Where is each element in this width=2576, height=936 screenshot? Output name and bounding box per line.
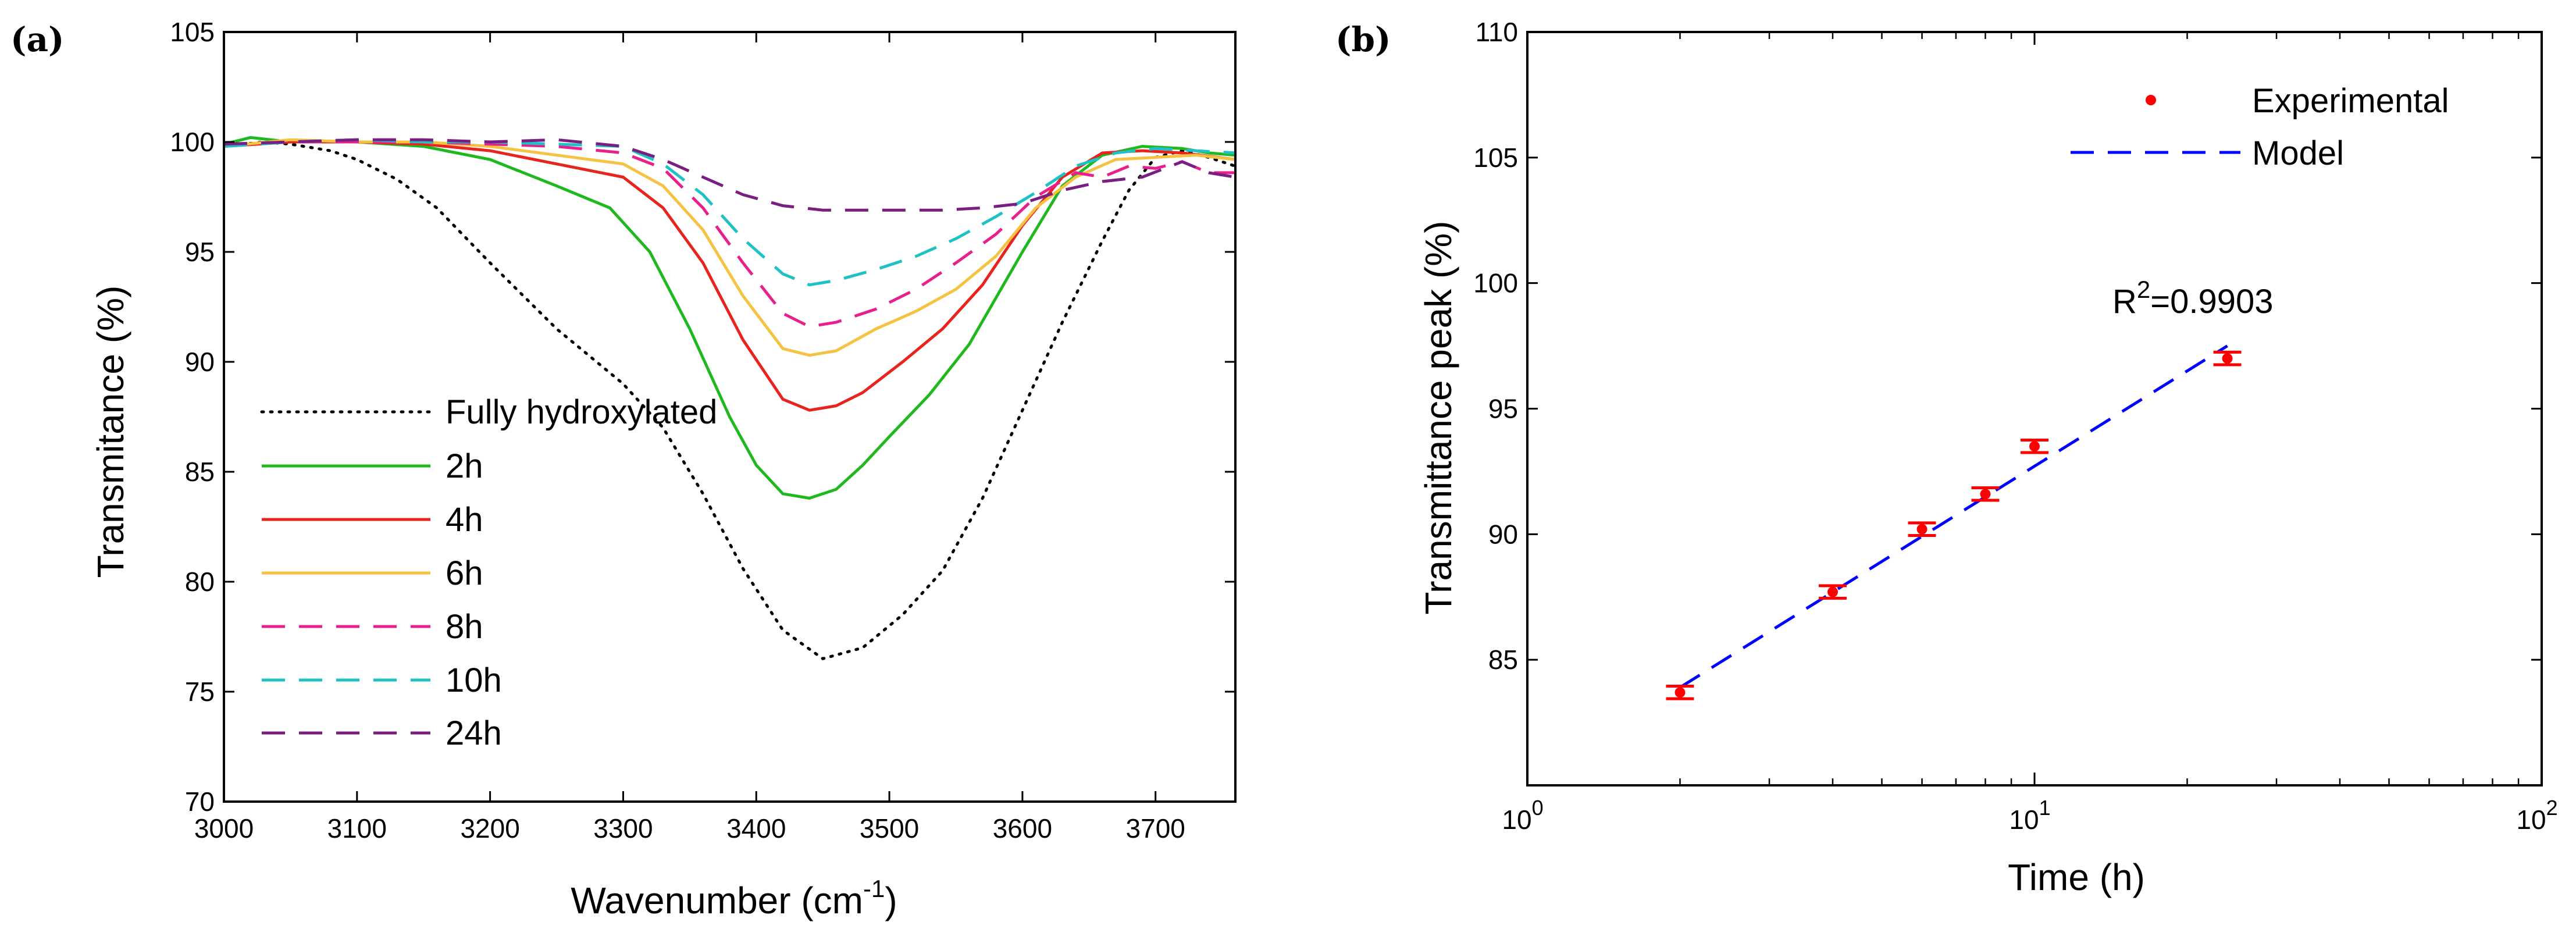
- y-tick-label: 85: [185, 457, 215, 487]
- panel-b-y-ticks: 85 90 95 100 105 110: [1473, 17, 2542, 675]
- r-squared-text: R2=0.9903: [2112, 276, 2274, 321]
- data-marker: [1674, 687, 1686, 698]
- panel-b-plot-area: [1526, 31, 2543, 786]
- y-tick-label: 105: [1473, 143, 1518, 173]
- panel-a-y-ticks: 70 75 80 85 90 95 100 105: [170, 17, 1235, 817]
- panel-a-legend: Fully hydroxylated 2h 4h 6h 8h 10h 24h: [260, 393, 717, 752]
- panel-b-label: (b): [1335, 20, 1391, 59]
- series-line-8h: [224, 140, 1235, 329]
- y-tick-label: 95: [1488, 394, 1518, 424]
- panel-a-x-ticks: 3000 3100 3200 3300 3400 3500 3600 3700: [194, 32, 1185, 844]
- x-tick-label: 3600: [993, 813, 1052, 844]
- y-tick-label: 100: [170, 127, 215, 157]
- y-tick-label: 90: [185, 347, 215, 377]
- y-tick-label: 110: [1476, 17, 1518, 47]
- y-tick-label: 105: [170, 17, 215, 47]
- legend-marker-experimental: [2146, 95, 2156, 105]
- y-tick-label: 95: [185, 237, 215, 267]
- panel-a-y-axis-label: Transmitance (%): [90, 286, 131, 578]
- series-line-fully-hydroxylated: [224, 140, 1235, 661]
- x-tick-label: 101: [2009, 796, 2050, 835]
- panel-b-x-ticks: 100 101 102: [1502, 32, 2558, 835]
- panel-a-label: (a): [10, 20, 64, 59]
- panel-a-xlabel-main: Wavenumber (cm: [571, 880, 863, 921]
- panel-a-x-axis-label: Wavenumber (cm-1): [571, 875, 897, 921]
- series-line-4h: [224, 140, 1235, 412]
- legend-label: 6h: [446, 554, 483, 592]
- panel-a-xlabel-sup: -1: [863, 875, 885, 902]
- legend-label: 2h: [446, 447, 483, 485]
- x-tick-label: 3100: [327, 813, 387, 844]
- panel-b-transmittance-peak: (b) 100 101 102 85 90 95 100 105 110 Time (h) T…: [1335, 17, 2558, 898]
- data-marker: [2222, 353, 2233, 364]
- panel-a-plot-area: [223, 31, 1237, 803]
- data-point: [2021, 438, 2048, 454]
- series-line-2h: [224, 136, 1235, 500]
- x-tick-label: 3000: [194, 813, 254, 844]
- data-marker: [1980, 489, 1991, 500]
- legend-label: 8h: [446, 608, 483, 646]
- panel-b-legend: Experimental Model: [2071, 82, 2449, 172]
- y-tick-label: 100: [1473, 268, 1518, 298]
- x-tick-label: 3300: [593, 813, 653, 844]
- panel-b-x-axis-label: Time (h): [2008, 856, 2145, 898]
- x-tick-label: 100: [1502, 796, 1543, 835]
- panel-b-r-squared-annotation: R2=0.9903: [2112, 276, 2274, 321]
- data-point: [1666, 684, 1694, 700]
- x-tick-label: 3700: [1126, 813, 1185, 844]
- series-line-10h: [224, 138, 1235, 287]
- y-tick-label: 90: [1488, 519, 1518, 549]
- panel-a-xlabel-end: ): [885, 880, 897, 921]
- data-marker: [2029, 441, 2040, 452]
- model-fit-line: [1679, 344, 2228, 689]
- legend-label: 4h: [446, 501, 483, 539]
- data-point: [2213, 350, 2242, 366]
- data-point: [1908, 521, 1936, 537]
- legend-label: Fully hydroxylated: [446, 393, 717, 431]
- x-tick-label: 3200: [460, 813, 519, 844]
- panel-b-y-axis-label: Transmittance peak (%): [1417, 221, 1459, 615]
- y-tick-label: 80: [185, 567, 215, 597]
- panel-a-axes-box: [223, 31, 1237, 803]
- x-tick-label: 3500: [860, 813, 919, 844]
- legend-label: 10h: [446, 661, 502, 699]
- data-marker: [1827, 586, 1838, 597]
- panel-a-transmittance-spectra: (a) 3000 3100 3200 3300 3400 3500 3600 3700 707…: [10, 17, 1237, 921]
- series-line-6h: [224, 138, 1235, 357]
- x-tick-label: 102: [2516, 796, 2557, 835]
- y-tick-label: 85: [1488, 645, 1518, 675]
- data-marker: [1916, 524, 1927, 535]
- x-tick-label: 3400: [726, 813, 786, 844]
- series-line-24h: [224, 138, 1235, 212]
- legend-label-experimental: Experimental: [2252, 82, 2449, 120]
- legend-label: 24h: [446, 714, 502, 752]
- data-point: [1818, 584, 1847, 600]
- data-point: [1971, 486, 2000, 502]
- y-tick-label: 70: [185, 786, 215, 817]
- y-tick-label: 75: [185, 677, 215, 707]
- panel-b-axes-box: [1526, 31, 2543, 786]
- legend-label-model: Model: [2252, 134, 2344, 172]
